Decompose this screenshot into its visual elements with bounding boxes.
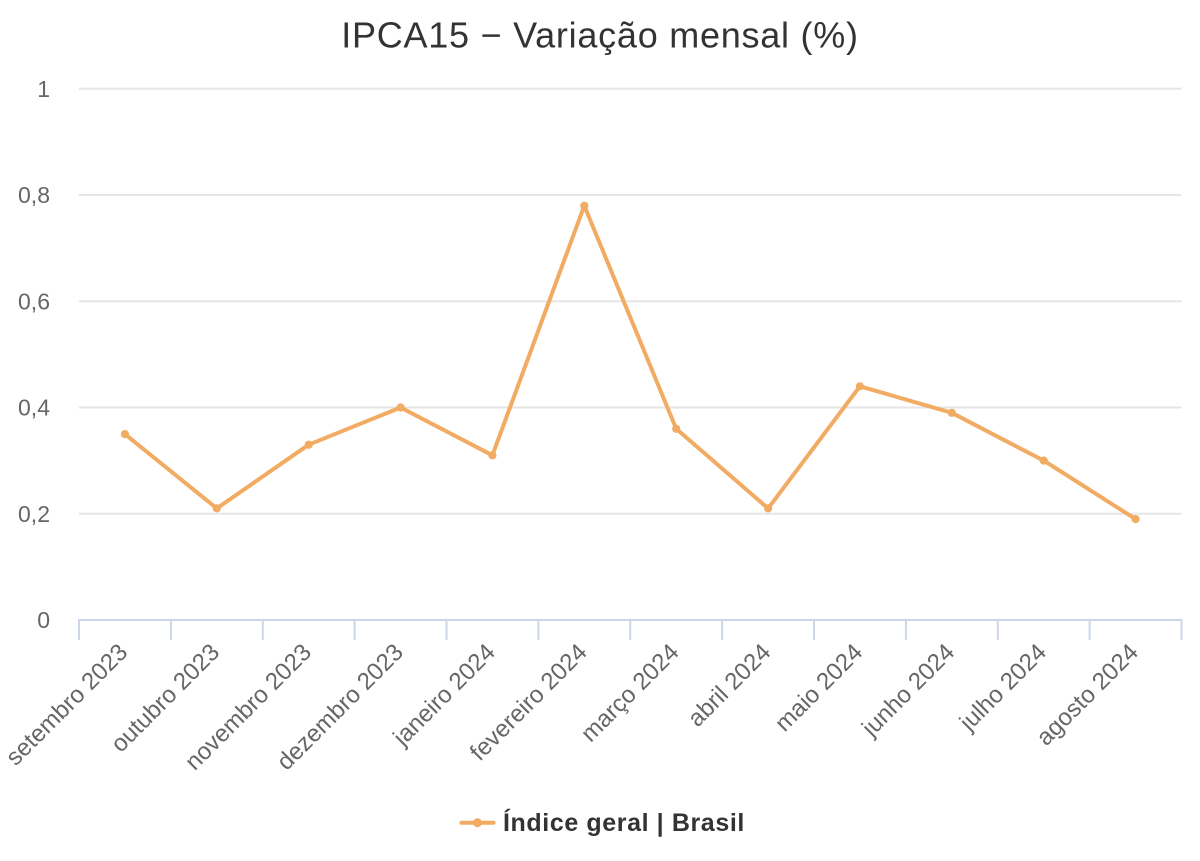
- svg-text:0,4: 0,4: [18, 395, 50, 421]
- svg-text:IPCA15 − Variação mensal (%): IPCA15 − Variação mensal (%): [341, 15, 859, 56]
- svg-text:0,8: 0,8: [18, 182, 50, 208]
- svg-text:0,6: 0,6: [18, 288, 50, 314]
- svg-text:0: 0: [37, 607, 50, 633]
- svg-text:Índice geral | Brasil: Índice geral | Brasil: [503, 808, 745, 837]
- svg-text:0,2: 0,2: [18, 501, 50, 527]
- svg-text:1: 1: [37, 76, 50, 102]
